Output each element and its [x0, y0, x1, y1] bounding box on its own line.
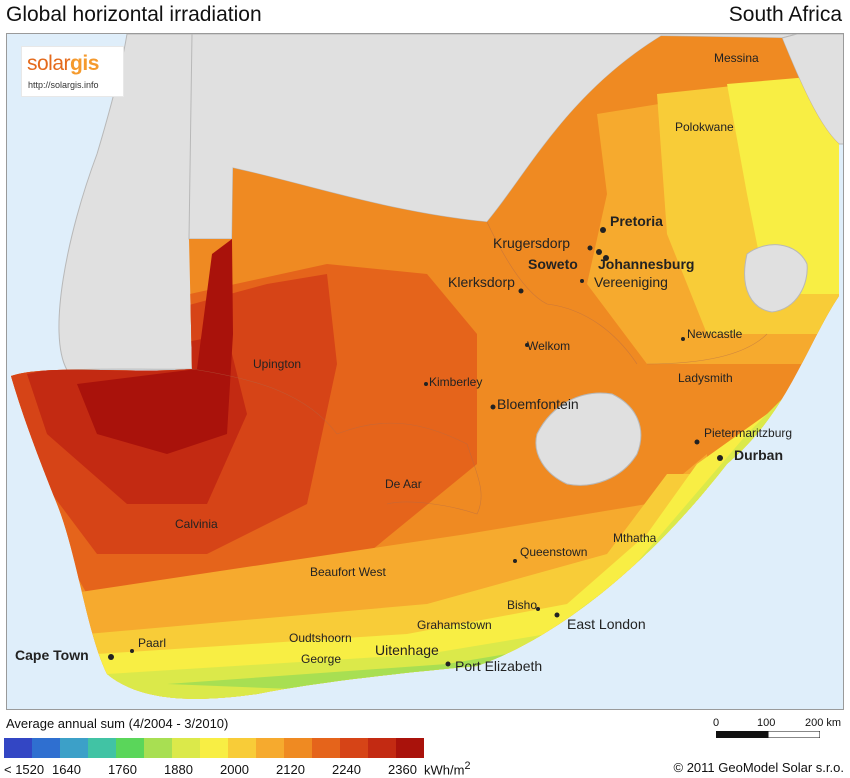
legend-swatch	[340, 738, 368, 758]
legend-tick-label: 1880	[164, 762, 193, 777]
legend-swatch	[116, 738, 144, 758]
legend-tick-label: 2120	[276, 762, 305, 777]
legend-swatch	[228, 738, 256, 758]
city-label-cape-town: Cape Town	[15, 647, 89, 663]
legend-tick-label: 1640	[52, 762, 81, 777]
city-label-soweto: Soweto	[528, 256, 578, 272]
scale-label-0: 0	[713, 717, 720, 729]
city-label-messina: Messina	[714, 51, 759, 65]
legend-swatch	[4, 738, 32, 758]
legend-swatch	[144, 738, 172, 758]
city-label-paarl: Paarl	[138, 636, 167, 650]
legend-swatch	[88, 738, 116, 758]
map-title: Global horizontal irradiation	[6, 3, 262, 26]
city-label-port-elizabeth: Port Elizabeth	[455, 658, 543, 674]
city-label-ladysmith: Ladysmith	[678, 371, 733, 385]
city-label-pretoria: Pretoria	[610, 213, 663, 229]
legend-unit: kWh/m2	[424, 760, 471, 778]
city-label-uitenhage: Uitenhage	[375, 642, 439, 658]
city-label-welkom: Welkom	[527, 339, 571, 353]
legend-swatch	[32, 738, 60, 758]
scale-label-100: 100	[757, 717, 776, 729]
map-frame[interactable]: Messina Polokwane Pretoria Krugersdorp S…	[6, 33, 844, 710]
irradiation-map[interactable]	[7, 34, 844, 710]
city-label-bisho: Bisho	[507, 598, 538, 612]
eswatini	[744, 244, 808, 313]
copyright-text: © 2011 GeoModel Solar s.r.o.	[673, 760, 845, 775]
solargis-logo[interactable]: solargis http://solargis.info	[21, 46, 124, 97]
city-label-calvinia: Calvinia	[175, 517, 218, 531]
legend-tick-label: < 1520	[4, 762, 45, 777]
legend-tick-label: 2000	[220, 762, 249, 777]
lesotho	[535, 392, 642, 486]
city-label-oudtshoorn: Oudtshoorn	[289, 631, 352, 645]
legend-swatch	[396, 738, 424, 758]
city-label-beaufort-west: Beaufort West	[310, 565, 386, 579]
legend-tick-label: 1760	[108, 762, 137, 777]
province-borders	[191, 221, 768, 515]
city-label-upington: Upington	[253, 357, 302, 371]
city-markers	[108, 227, 723, 667]
city-label-bloemfontein: Bloemfontein	[497, 396, 579, 412]
legend-tick-label: 2240	[332, 762, 361, 777]
scale-label-200: 200 km	[805, 717, 842, 729]
legend-swatch	[60, 738, 88, 758]
scale-bar	[716, 731, 820, 738]
city-label-durban: Durban	[734, 447, 783, 463]
city-label-krugersdorp: Krugersdorp	[493, 235, 571, 251]
logo-url[interactable]: http://solargis.info	[28, 80, 99, 90]
legend-swatch	[256, 738, 284, 758]
country-title: South Africa	[728, 3, 842, 26]
city-label-kimberley: Kimberley	[429, 375, 483, 389]
legend-tick-label: 2360	[388, 762, 417, 777]
legend-swatch	[172, 738, 200, 758]
city-label-grahamstown: Grahamstown	[417, 618, 492, 632]
city-label-pietermaritzburg: Pietermaritzburg	[704, 426, 793, 440]
city-label-klerksdorp: Klerksdorp	[448, 274, 515, 290]
city-label-east-london: East London	[567, 616, 646, 632]
legend-swatch	[200, 738, 228, 758]
city-label-mthatha: Mthatha	[613, 531, 657, 545]
legend-caption: Average annual sum (4/2004 - 3/2010)	[6, 716, 229, 731]
city-label-vereeniging: Vereeniging	[594, 274, 668, 290]
city-label-polokwane: Polokwane	[675, 120, 734, 134]
city-label-queenstown: Queenstown	[520, 545, 588, 559]
city-label-de-aar: De Aar	[385, 477, 422, 491]
legend-color-bar	[4, 738, 424, 758]
legend-swatch	[284, 738, 312, 758]
legend-swatch	[368, 738, 396, 758]
city-label-johannesburg: Johannesburg	[598, 256, 695, 272]
city-label-george: George	[301, 652, 342, 666]
logo-wordmark: solargis	[27, 52, 99, 75]
legend-swatch	[312, 738, 340, 758]
city-label-newcastle: Newcastle	[687, 327, 743, 341]
